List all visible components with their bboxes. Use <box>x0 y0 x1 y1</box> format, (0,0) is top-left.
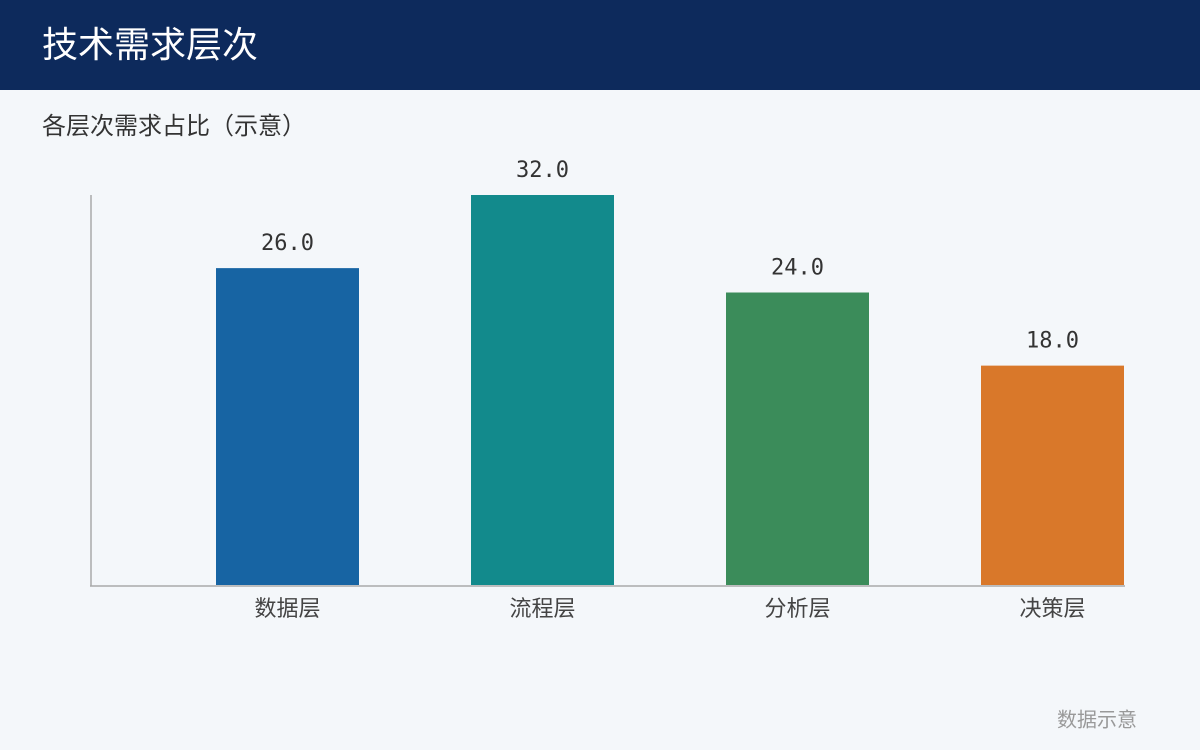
header-bar <box>0 0 1200 90</box>
value-label: 26.0 <box>261 231 314 256</box>
footer-note: 数据示意 <box>1057 708 1137 732</box>
bar <box>726 292 869 585</box>
value-label: 24.0 <box>771 256 824 281</box>
bar <box>471 195 614 585</box>
x-tick-label: 决策层 <box>1019 597 1085 622</box>
bar <box>981 365 1124 585</box>
x-tick-label: 流程层 <box>509 597 575 622</box>
x-tick-label: 分析层 <box>764 597 830 622</box>
bar <box>216 268 359 585</box>
chart-title: 各层次需求占比（示意） <box>42 112 306 140</box>
header-title: 技术需求层次 <box>42 25 258 66</box>
x-tick-label: 数据层 <box>254 597 320 622</box>
value-label: 32.0 <box>516 158 569 183</box>
value-label: 18.0 <box>1026 329 1079 354</box>
